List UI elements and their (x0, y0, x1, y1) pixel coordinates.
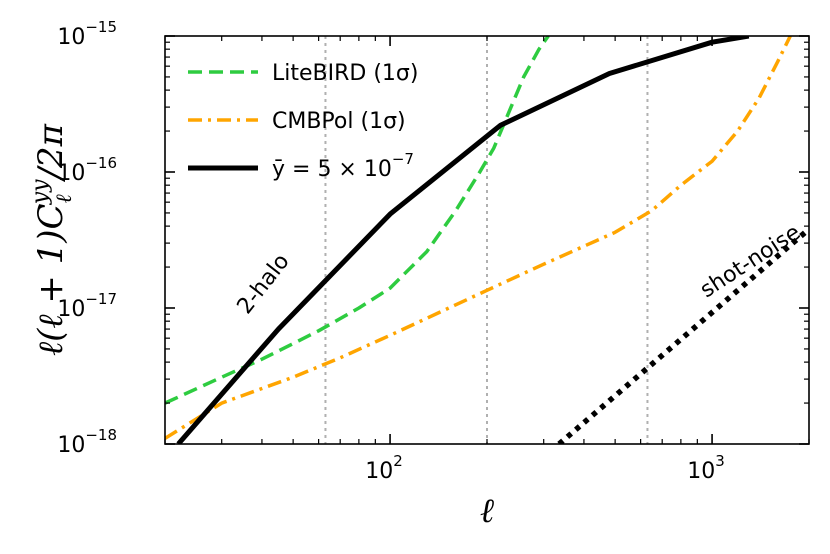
axis-ticks (164, 35, 810, 445)
y-tick-label-2: 10−16 (57, 154, 117, 186)
series-line-2 (176, 36, 750, 444)
svg-text:ℓ(ℓ + 1)Cℓyy/2π: ℓ(ℓ + 1)Cℓyy/2π (28, 123, 77, 356)
series-line-1 (165, 36, 792, 440)
x-tick-label-1: 103 (687, 452, 725, 484)
legend-label-0: LiteBIRD (1σ) (272, 61, 418, 86)
legend-label-1: CMBPol (1σ) (272, 109, 406, 134)
y-axis-label-tail: /2π (31, 123, 71, 182)
y-tick-label-3: 10−15 (57, 18, 117, 50)
legend-label-2: ȳ = 5 × 10−7 (272, 150, 414, 182)
legend: LiteBIRD (1σ) CMBPol (1σ) ȳ = 5 × 10−7 (188, 61, 418, 182)
y-axis-label-sup: yy (28, 179, 53, 205)
y-axis-label-main: ℓ(ℓ + 1)C (31, 203, 71, 356)
y-axis-label-sub: ℓ (52, 193, 77, 203)
annotation-0: 2-halo (233, 249, 295, 319)
y-axis-label: ℓ(ℓ + 1)Cℓyy/2π (28, 123, 77, 356)
axis-tick-labels: 102 103 10−18 10−17 10−16 10−15 (57, 18, 724, 484)
annotation-1: shot-noise (696, 220, 805, 303)
y-tick-label-0: 10−18 (57, 426, 117, 458)
series-line-0 (165, 36, 550, 405)
reference-lines (324, 36, 649, 444)
y-tick-label-1: 10−17 (57, 290, 117, 322)
x-axis-label: ℓ (480, 491, 494, 531)
x-tick-label-0: 102 (365, 452, 403, 484)
